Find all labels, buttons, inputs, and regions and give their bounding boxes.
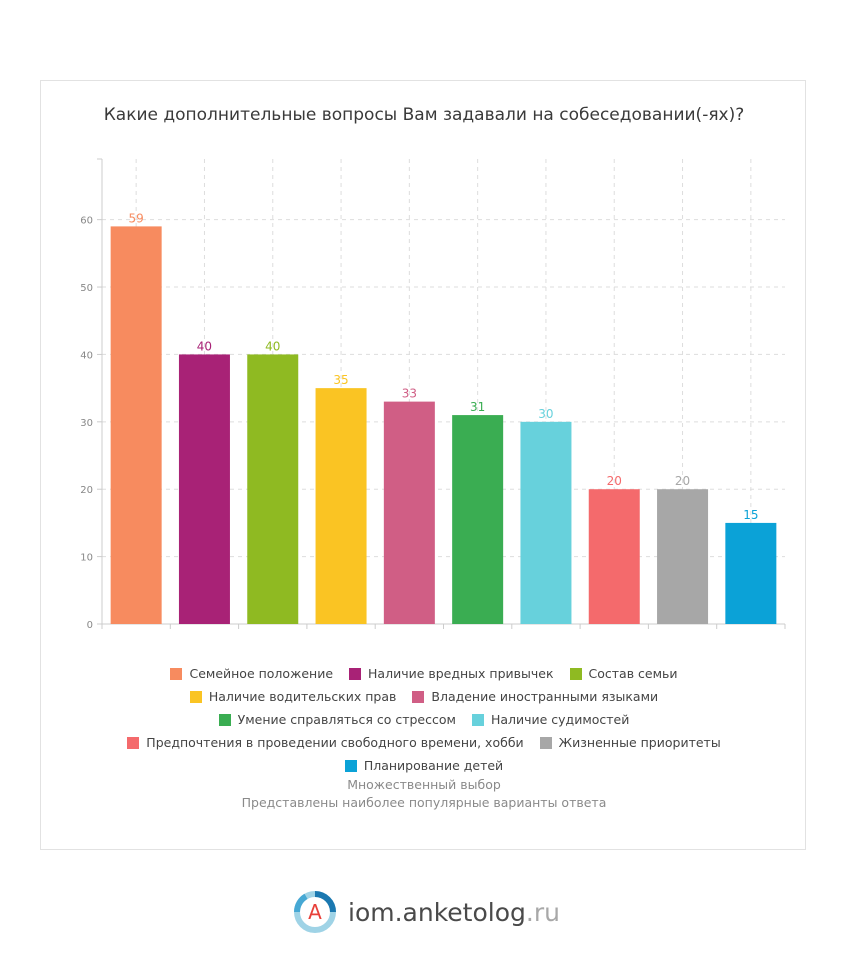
brand-name: iom.anketolog.ru <box>348 898 560 927</box>
legend-item[interactable]: Владение иностранными языками <box>412 689 658 705</box>
chart-title: Какие дополнительные вопросы Вам задавал… <box>103 105 745 125</box>
chart-card: Какие дополнительные вопросы Вам задавал… <box>40 80 806 850</box>
bar-value-label: 20 <box>607 474 622 488</box>
brand-logo: A iom.anketolog.ru <box>292 888 560 936</box>
legend-item[interactable]: Наличие водительских прав <box>189 689 397 705</box>
bar-value-label: 20 <box>675 474 690 488</box>
chart-notes: Множественный выбор Представлены наиболе… <box>41 776 807 812</box>
bar-value-label: 30 <box>538 407 553 421</box>
bar <box>520 421 572 624</box>
bar <box>110 226 162 625</box>
bar <box>315 388 367 624</box>
y-tick-label: 20 <box>80 485 93 496</box>
legend-swatch <box>170 668 183 680</box>
legend-swatch <box>218 714 231 726</box>
brand-tld: .ru <box>525 897 560 927</box>
chart-legend: Семейное положение Наличие вредных привыч… <box>61 666 787 774</box>
legend-item[interactable]: Наличие вредных привычек <box>349 666 554 682</box>
legend-label: Семейное положение <box>189 666 334 681</box>
y-tick-label: 40 <box>80 350 93 361</box>
legend-label: Состав семьи <box>588 666 678 681</box>
bar <box>452 415 504 624</box>
legend-label: Наличие вредных привычек <box>368 666 554 681</box>
y-tick-label: 60 <box>80 216 93 227</box>
legend-swatch <box>569 668 582 680</box>
legend-label: Наличие судимостей <box>490 712 630 727</box>
legend-label: Жизненные приоритеты <box>558 735 721 750</box>
bar-value-label: 31 <box>470 400 485 414</box>
legend-item[interactable]: Семейное положение <box>170 666 333 682</box>
bar <box>725 522 777 624</box>
bar-value-label: 59 <box>129 211 144 225</box>
legend-label: Предпочтения в проведении свободного вре… <box>146 735 524 750</box>
legend-label: Планирование детей <box>363 758 504 773</box>
bar <box>247 354 299 624</box>
legend-label: Владение иностранными языками <box>431 689 659 704</box>
legend-label: Наличие водительских прав <box>208 689 397 704</box>
note-popular-answers: Представлены наиболее популярные вариант… <box>241 795 607 810</box>
bar-value-label: 35 <box>333 373 348 387</box>
bar-chart: 0 10 20 30 40 50 60 59 40 40 35 33 31 30 20 20 15 <box>80 158 786 631</box>
legend-swatch <box>412 691 425 703</box>
y-tick-label: 30 <box>80 418 93 429</box>
legend-item[interactable]: Состав семьи <box>569 666 678 682</box>
bar-value-label: 40 <box>265 339 280 353</box>
bar-value-label: 15 <box>743 508 758 522</box>
legend-label: Умение справляться со стрессом <box>237 712 456 727</box>
bar <box>178 354 230 624</box>
y-tick-label: 0 <box>87 620 93 631</box>
note-multiple-choice: Множественный выбор <box>347 777 501 792</box>
brand-domain: iom.anketolog <box>348 897 526 927</box>
legend-swatch <box>539 737 552 749</box>
legend-swatch <box>344 760 357 772</box>
legend-item[interactable]: Умение справляться со стрессом <box>218 712 456 728</box>
y-tick-label: 50 <box>80 283 93 294</box>
logo-letter: A <box>308 900 322 924</box>
legend-swatch <box>127 737 140 749</box>
legend-swatch <box>471 714 484 726</box>
legend-item[interactable]: Жизненные приоритеты <box>539 735 721 751</box>
bar <box>588 489 640 624</box>
bar-value-label: 33 <box>402 387 417 401</box>
legend-item[interactable]: Предпочтения в проведении свободного вре… <box>127 735 524 751</box>
y-tick-label: 10 <box>80 553 93 564</box>
bar <box>383 401 435 624</box>
legend-swatch <box>349 668 362 680</box>
legend-swatch <box>189 691 202 703</box>
anketolog-logo-icon: A <box>293 891 336 933</box>
bar-value-label: 40 <box>197 339 212 353</box>
legend-item[interactable]: Планирование детей <box>344 758 504 774</box>
legend-item[interactable]: Наличие судимостей <box>471 712 630 728</box>
bar <box>657 489 709 624</box>
